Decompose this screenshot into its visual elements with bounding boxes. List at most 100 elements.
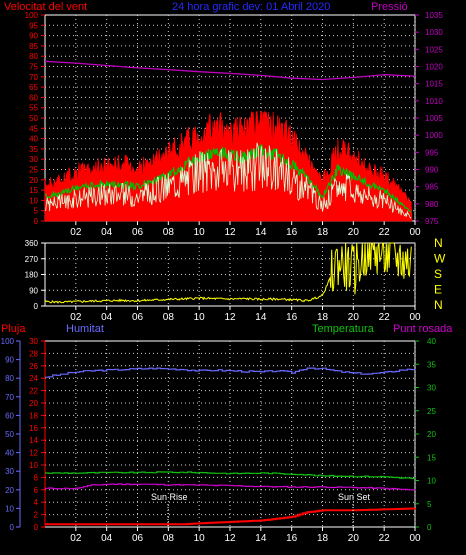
x-tick-label: 18 bbox=[317, 533, 329, 544]
x-tick-label: 14 bbox=[255, 312, 267, 323]
temperature-y-axis: 0 5 10 15 20 25 30 35 40 bbox=[415, 337, 436, 532]
dew-point-label: Punt rosada bbox=[393, 323, 453, 335]
y-tick-label: 360 bbox=[25, 239, 39, 248]
rain-tick-label: 100 bbox=[1, 337, 15, 346]
humidity-label: Humitat bbox=[66, 323, 104, 335]
x-tick-label: 08 bbox=[163, 312, 175, 323]
x-tick-label: 20 bbox=[348, 533, 360, 544]
rain-series bbox=[45, 507, 416, 526]
y2-tick-label: 1030 bbox=[425, 28, 443, 37]
y2-tick-label: 1035 bbox=[425, 11, 443, 20]
x-tick-label: 18 bbox=[317, 227, 329, 238]
y-tick-label: 50 bbox=[29, 114, 38, 123]
y2-tick-label: 1015 bbox=[425, 80, 443, 89]
temp-tick-label: 10 bbox=[427, 477, 436, 486]
y-tick-label: 30 bbox=[29, 155, 38, 164]
temperature-label: Temperatura bbox=[312, 323, 375, 335]
humidity-tick-label: 22 bbox=[29, 387, 38, 396]
pressure-label: Pressió bbox=[371, 1, 408, 13]
x-tick-label: 00 bbox=[409, 227, 421, 238]
direction-y-axis: 0 90 180 270 360 bbox=[25, 239, 45, 311]
humidity-tick-label: 24 bbox=[29, 374, 38, 383]
y-tick-label: 25 bbox=[29, 166, 38, 175]
humidity-tick-label: 12 bbox=[29, 449, 38, 458]
humidity-tick-label: 8 bbox=[34, 473, 39, 482]
humidity-series bbox=[45, 367, 416, 526]
chart-title: 24 hora grafic dev: 01 Abril 2020 bbox=[172, 1, 330, 13]
humidity-tick-label: 18 bbox=[29, 411, 38, 420]
y-tick-label: 0 bbox=[34, 217, 39, 226]
rain-tick-label: 0 bbox=[10, 523, 15, 532]
x-tick-label: 14 bbox=[255, 227, 267, 238]
y2-tick-label: 1000 bbox=[425, 131, 443, 140]
dew-point-series bbox=[45, 483, 416, 491]
x-tick-label: 02 bbox=[70, 227, 82, 238]
x-tick-label: 22 bbox=[379, 312, 391, 323]
x-tick-label: 12 bbox=[224, 533, 236, 544]
y-tick-label: 5 bbox=[34, 207, 39, 216]
y-tick-label: 70 bbox=[29, 73, 38, 82]
rain-tick-label: 90 bbox=[5, 356, 14, 365]
compass-label: N bbox=[434, 236, 443, 250]
humidity-grid bbox=[45, 341, 416, 527]
y-tick-label: 90 bbox=[29, 286, 38, 295]
x-tick-label: 00 bbox=[409, 312, 421, 323]
y-tick-label: 90 bbox=[29, 32, 38, 41]
humidity-tick-label: 16 bbox=[29, 424, 38, 433]
x-tick-label: 06 bbox=[132, 227, 144, 238]
y-tick-label: 60 bbox=[29, 93, 38, 102]
y2-tick-label: 990 bbox=[425, 166, 439, 175]
humidity-tick-label: 26 bbox=[29, 362, 38, 371]
y-tick-label: 20 bbox=[29, 176, 38, 185]
rain-tick-label: 20 bbox=[5, 486, 14, 495]
humidity-x-axis: 02 04 06 08 10 12 14 16 18 20 22 00 bbox=[70, 527, 421, 544]
rain-tick-label: 30 bbox=[5, 467, 14, 476]
x-tick-label: 16 bbox=[286, 312, 298, 323]
x-tick-label: 08 bbox=[163, 533, 175, 544]
compass-label: N bbox=[434, 298, 443, 312]
temp-tick-label: 5 bbox=[427, 500, 432, 509]
x-tick-label: 20 bbox=[348, 312, 360, 323]
humidity-tick-label: 10 bbox=[29, 461, 38, 470]
rain-label: Pluja bbox=[1, 323, 26, 335]
humidity-temp-panel: Pluja Humitat Temperatura Punt rosada 0 1… bbox=[1, 323, 454, 544]
x-tick-label: 22 bbox=[379, 227, 391, 238]
x-tick-label: 10 bbox=[194, 312, 206, 323]
direction-series bbox=[44, 242, 412, 304]
x-tick-label: 12 bbox=[224, 312, 236, 323]
direction-grid bbox=[45, 243, 416, 306]
x-tick-label: 02 bbox=[70, 312, 82, 323]
y2-tick-label: 995 bbox=[425, 148, 439, 157]
x-tick-label: 10 bbox=[194, 227, 206, 238]
wind-series bbox=[44, 60, 416, 222]
wind-x-axis: 02 04 06 08 10 12 14 16 18 20 22 00 bbox=[70, 221, 421, 238]
x-tick-label: 04 bbox=[101, 533, 113, 544]
y-tick-label: 10 bbox=[29, 196, 38, 205]
rain-tick-label: 70 bbox=[5, 393, 14, 402]
x-tick-label: 18 bbox=[317, 312, 329, 323]
y-tick-label: 0 bbox=[34, 302, 39, 311]
x-tick-label: 06 bbox=[132, 533, 144, 544]
compass-label: E bbox=[434, 283, 442, 297]
x-tick-label: 04 bbox=[101, 227, 113, 238]
x-tick-label: 10 bbox=[194, 533, 206, 544]
pressure-series bbox=[44, 60, 416, 81]
direction-x-axis: 02 04 06 08 10 12 14 16 18 20 22 00 bbox=[70, 306, 421, 323]
humidity-tick-label: 6 bbox=[34, 486, 39, 495]
y2-tick-label: 980 bbox=[425, 200, 439, 209]
x-tick-label: 20 bbox=[348, 227, 360, 238]
humidity-tick-label: 4 bbox=[34, 498, 39, 507]
x-tick-label: 08 bbox=[163, 227, 175, 238]
left-axes: 0102030405060708090100024681012141618202… bbox=[1, 337, 46, 532]
pressure-y-axis: 975 980 985 990 995 1000 1005 1010 1015 1020 1025 1… bbox=[415, 11, 443, 226]
y-tick-label: 45 bbox=[29, 124, 38, 133]
y-tick-label: 65 bbox=[29, 83, 38, 92]
y-tick-label: 85 bbox=[29, 42, 38, 51]
rain-tick-label: 60 bbox=[5, 411, 14, 420]
direction-series bbox=[44, 242, 412, 304]
temp-tick-label: 40 bbox=[427, 337, 436, 346]
